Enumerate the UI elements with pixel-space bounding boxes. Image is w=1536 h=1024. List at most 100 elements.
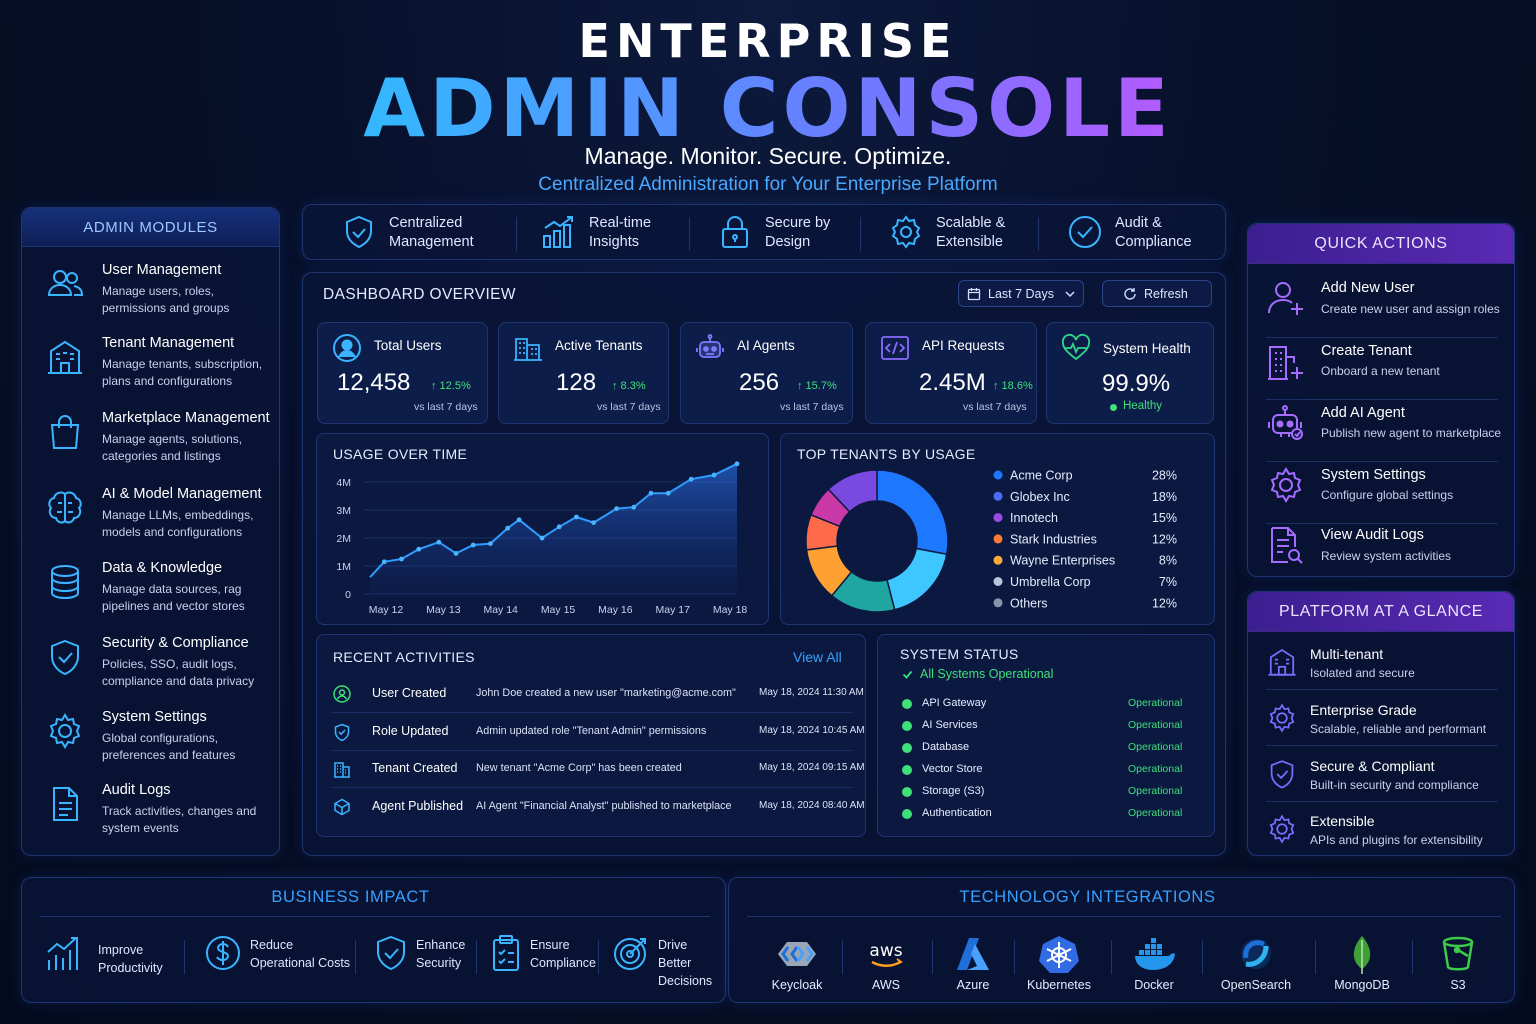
usage-point (505, 525, 511, 531)
tech-label: Azure (956, 978, 990, 992)
usage-point (470, 542, 476, 548)
legend-swatch (993, 491, 1003, 501)
quick-action-title: Create Tenant (1321, 343, 1412, 359)
legend-label: Globex Inc (1010, 490, 1070, 504)
activity-time: May 18, 2024 11:30 AM (759, 687, 864, 698)
status-dot (902, 809, 912, 819)
tech-keycloak[interactable]: Keycloak (752, 934, 842, 992)
activity-row[interactable]: Tenant Created New tenant "Acme Corp" has… (317, 753, 867, 789)
y-tick-label: 0 (345, 589, 351, 601)
tech-s3[interactable]: S3 (1413, 934, 1503, 992)
quick-action-desc: Configure global settings (1321, 488, 1454, 502)
kpi-label: AI Agents (737, 338, 795, 353)
kpi-value: 256 (739, 369, 780, 396)
top-tenants-card: TOP TENANTS BY USAGE Acme Corp 28% Globex … (780, 433, 1215, 625)
module-title: Security & Compliance (102, 635, 249, 651)
divider (1202, 940, 1203, 974)
feature-label: Centralized Management (389, 215, 474, 250)
kpi-comparison: vs last 7 days (780, 401, 844, 413)
gear-icon (1269, 703, 1295, 733)
quick-action-system-settings[interactable]: System Settings Configure global setting… (1248, 463, 1516, 519)
module-system-settings[interactable]: System Settings Global configurations, p… (22, 709, 281, 779)
tech-aws[interactable]: aws AWS (841, 934, 931, 992)
feature-scalable-extensible: Scalable & Extensible (888, 205, 1048, 261)
usage-point (614, 506, 619, 511)
usage-point (436, 539, 442, 545)
status-dot (902, 699, 912, 709)
kpi-change: ↑ 18.6% (993, 380, 1033, 392)
activity-row[interactable]: Role Updated Admin updated role "Tenant A… (317, 716, 867, 752)
tech-kubernetes[interactable]: Kubernetes (1014, 934, 1104, 992)
activity-row[interactable]: User Created John Doe created a new user … (317, 678, 867, 714)
module-tenant-management[interactable]: Tenant Management Manage tenants, subscr… (22, 335, 281, 405)
azure-icon (957, 938, 989, 970)
gear-icon (891, 215, 921, 249)
kpi-status: Healthy (1123, 400, 1162, 412)
impact-label: Ensure Compliance (530, 938, 597, 970)
check-circle-icon (1069, 216, 1101, 248)
quick-action-desc: Create new user and assign roles (1321, 302, 1500, 316)
kpi-active-tenants[interactable]: Active Tenants 128 ↑ 8.3% vs last 7 days (498, 322, 669, 424)
quick-action-add-new-user[interactable]: Add New User Create new user and assign … (1248, 276, 1516, 332)
module-ai-model-management[interactable]: AI & Model Management Manage LLMs, embed… (22, 486, 281, 556)
activity-time: May 18, 2024 10:45 AM (759, 724, 865, 736)
module-audit-logs[interactable]: Audit Logs Track activities, changes and… (22, 782, 281, 852)
module-desc: Policies, SSO, audit logs, compliance an… (102, 657, 255, 688)
service-name: Storage (S3) (922, 785, 985, 797)
module-desc: Manage users, roles, permissions and gro… (102, 284, 230, 315)
kpi-label: API Requests (922, 338, 1005, 353)
x-tick-label: May 16 (598, 604, 633, 616)
y-tick-label: 3M (336, 505, 351, 517)
quick-action-view-audit-logs[interactable]: View Audit Logs Review system activities (1248, 525, 1516, 575)
tech-opensearch[interactable]: OpenSearch (1211, 934, 1301, 992)
kpi-label: Total Users (374, 338, 442, 353)
quick-action-add-ai-agent[interactable]: Add AI Agent Publish new agent to market… (1248, 401, 1516, 457)
usage-point (631, 504, 637, 510)
tech-docker[interactable]: Docker (1109, 934, 1199, 992)
module-data-knowledge[interactable]: Data & Knowledge Manage data sources, ra… (22, 560, 281, 630)
divider (516, 217, 517, 251)
module-desc: Manage LLMs, embeddings, models and conf… (102, 508, 254, 539)
tech-azure[interactable]: Azure (928, 934, 1018, 992)
x-tick-label: May 18 (713, 604, 748, 616)
kpi-change: ↑ 15.7% (797, 380, 837, 392)
s3-icon (1442, 936, 1474, 971)
document-icon (53, 787, 78, 821)
module-title: System Settings (102, 709, 207, 725)
kpi-ai-agents[interactable]: AI Agents 256 ↑ 15.7% vs last 7 days (680, 322, 853, 424)
activity-row[interactable]: Agent Published AI Agent "Financial Analy… (317, 791, 867, 827)
usage-chart-card: USAGE OVER TIME 0 1M 2M 3M 4M May 12 May 13 May… (316, 433, 769, 625)
tech-label: S3 (1450, 978, 1466, 992)
page-tagline: Centralized Administration for Your Ente… (538, 174, 998, 195)
tech-mongodb[interactable]: MongoDB (1317, 934, 1407, 992)
kpi-api-requests[interactable]: API Requests 2.45M ↑ 18.6% vs last 7 day… (865, 322, 1037, 424)
service-status: Operational (1128, 785, 1183, 797)
divider (476, 940, 477, 974)
platform-item-title: Extensible (1310, 813, 1375, 829)
divider (598, 940, 599, 974)
refresh-label: Refresh (1144, 287, 1188, 301)
refresh-button[interactable]: Refresh (1102, 280, 1212, 307)
date-range-select[interactable]: Last 7 Days (958, 280, 1084, 307)
module-user-management[interactable]: User Management Manage users, roles, per… (22, 262, 281, 332)
module-security-compliance[interactable]: Security & Compliance Policies, SSO, aud… (22, 635, 281, 705)
activity-type: Role Updated (372, 723, 449, 738)
x-tick-label: May 13 (426, 604, 461, 616)
gear-icon (1270, 467, 1302, 503)
kpi-total-users[interactable]: Total Users 12,458 ↑ 12.5% vs last 7 day… (317, 322, 488, 424)
module-marketplace-management[interactable]: Marketplace Management Manage agents, so… (22, 410, 281, 480)
divider (1266, 461, 1498, 462)
svg-text:aws: aws (869, 941, 902, 961)
activity-desc: John Doe created a new user "marketing@a… (476, 687, 736, 699)
keycloak-icon (778, 942, 816, 966)
view-all-link[interactable]: View All (793, 649, 842, 665)
tech-label: Docker (1134, 978, 1174, 992)
impact-label: Reduce Operational Costs (250, 938, 351, 970)
y-tick-label: 2M (336, 533, 351, 545)
divider (1014, 940, 1015, 974)
calendar-icon (967, 288, 981, 301)
quick-action-create-tenant[interactable]: Create Tenant Onboard a new tenant (1248, 339, 1516, 395)
user-circle-icon (333, 685, 351, 703)
quick-action-title: Add AI Agent (1321, 405, 1405, 421)
kpi-system-health[interactable]: System Health 99.9% Healthy (1046, 322, 1214, 424)
